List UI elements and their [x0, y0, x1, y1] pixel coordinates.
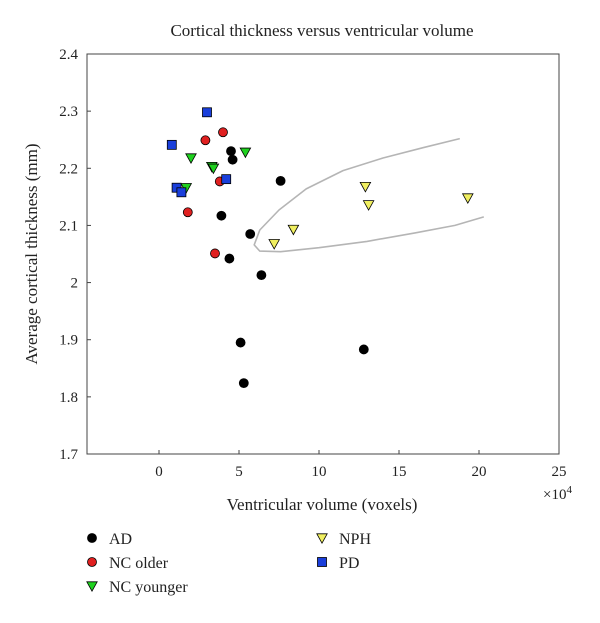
data-point-ad	[224, 253, 235, 264]
x-tick-label: 10	[312, 464, 327, 480]
legend-label-ad: AD	[109, 531, 132, 548]
data-point-nc-older	[182, 207, 193, 218]
data-point-nc-older	[218, 127, 228, 138]
data-point-nc-younger	[239, 147, 252, 159]
data-point-ad	[226, 146, 236, 157]
y-tick-label: 2.3	[59, 104, 78, 120]
y-tick-label: 1.8	[59, 390, 78, 406]
fit-curve	[253, 137, 485, 253]
data-point-ad	[238, 378, 249, 389]
y-axis-label: Average cortical thickness (mm)	[22, 143, 41, 364]
x-tick-label: 0	[155, 464, 163, 480]
data-point-ad	[216, 210, 227, 221]
legend-marker-nc-younger	[86, 581, 98, 593]
data-point-pd	[221, 174, 232, 185]
chart-title: Cortical thickness versus ventricular vo…	[170, 21, 473, 40]
legend-label-nc-younger: NC younger	[109, 579, 188, 596]
data-point-pd	[202, 107, 212, 118]
y-tick-label: 2	[71, 276, 79, 292]
data-point-ad	[227, 154, 238, 165]
y-tick-label: 2.2	[59, 161, 78, 177]
data-point-ad	[358, 344, 369, 355]
y-tick-label: 1.9	[59, 333, 78, 349]
data-point-nc-older	[200, 135, 211, 146]
x-multiplier-base: ×10	[543, 487, 566, 503]
data-point-nph	[362, 200, 375, 211]
data-point-ad	[245, 229, 256, 239]
x-tick-label: 20	[472, 464, 487, 480]
data-point-ad	[275, 175, 286, 186]
legend-marker-pd	[317, 557, 327, 567]
y-tick-label: 1.7	[59, 447, 78, 463]
x-tick-label: 15	[392, 464, 407, 480]
data-point-nph	[287, 224, 300, 236]
x-tick-label: 5	[235, 464, 243, 480]
x-tick-label: 25	[552, 464, 567, 480]
data-point-nph	[461, 193, 474, 205]
x-axis-label: Ventricular volume (voxels)	[227, 495, 418, 514]
legend-label-nph: NPH	[339, 531, 371, 548]
legend-marker-nc-older	[87, 557, 97, 567]
data-point-nc-younger	[207, 163, 220, 175]
data-point-nph	[268, 239, 281, 250]
data-point-ad	[235, 337, 246, 348]
legend-marker-ad	[87, 533, 97, 543]
data-point-nph	[359, 181, 372, 193]
legend-label-nc-older: NC older	[109, 555, 169, 572]
legend: AD NC older NC younger NPH PD	[86, 531, 371, 596]
data-point-ad	[256, 270, 267, 281]
plot-frame	[86, 53, 560, 455]
legend-label-pd: PD	[339, 555, 359, 572]
data-point-pd	[176, 187, 187, 198]
y-tick-label: 2.4	[59, 47, 78, 63]
data-point-nc-older	[210, 248, 220, 259]
y-tick-label: 2.1	[59, 218, 78, 234]
data-point-pd	[166, 139, 177, 150]
data-point-nc-younger	[185, 153, 197, 165]
legend-marker-nph	[316, 533, 328, 545]
x-multiplier-exponent: 4	[566, 484, 572, 496]
x-multiplier-label: ×104	[543, 484, 572, 503]
